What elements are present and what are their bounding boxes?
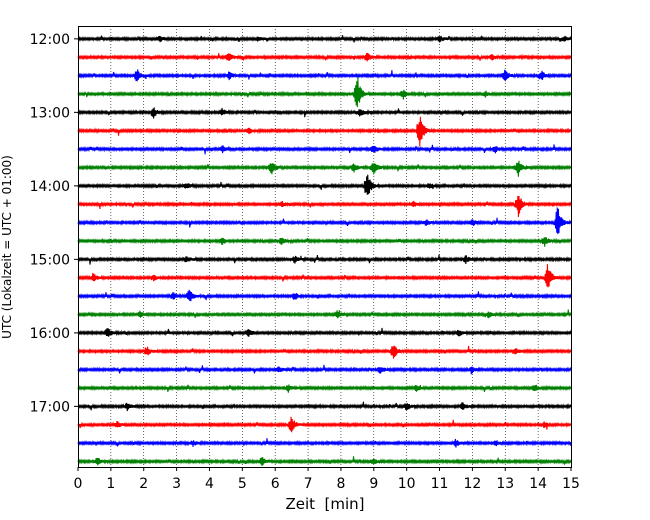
y-axis-label: UTC (Lokalzeit = UTC + 01:00) <box>0 155 14 339</box>
trace-1230 <box>77 69 572 82</box>
trace-1200 <box>77 35 572 43</box>
x-tick-label: 9 <box>369 476 378 492</box>
trace-1745 <box>77 456 572 467</box>
y-tick-label: 17:00 <box>30 399 70 415</box>
x-tick-label: 11 <box>431 476 449 492</box>
x-tick-label: 13 <box>496 476 514 492</box>
trace-1315 <box>77 116 572 147</box>
x-tick-label: 7 <box>304 476 313 492</box>
trace-1245 <box>77 77 572 108</box>
x-tick-label: 14 <box>529 476 547 492</box>
x-tick-label: 5 <box>238 476 247 492</box>
trace-1730 <box>77 438 572 448</box>
y-tick-label: 13:00 <box>30 105 70 121</box>
trace-1400 <box>77 174 572 195</box>
x-tick-label: 1 <box>106 476 115 492</box>
trace-1530 <box>77 289 572 302</box>
x-tick-label: 6 <box>271 476 280 492</box>
trace-1545 <box>77 309 572 319</box>
y-tick-label: 12:00 <box>30 32 70 48</box>
trace-1215 <box>77 53 572 62</box>
trace-1700 <box>77 401 572 412</box>
trace-1615 <box>77 345 572 359</box>
x-axis-label: Zeit [min] <box>285 495 364 513</box>
y-axis: 12:00 13:00 14:00 15:00 16:00 17:00 <box>30 32 78 415</box>
trace-1330 <box>77 144 572 155</box>
trace-1430 <box>77 207 572 235</box>
x-tick-label: 10 <box>398 476 416 492</box>
x-axis: 0 1 2 3 4 5 6 7 8 9 10 11 12 13 14 15 <box>74 467 580 492</box>
trace-1515 <box>77 264 572 288</box>
trace-1500 <box>77 254 572 265</box>
traces-layer <box>77 35 572 467</box>
trace-1715 <box>77 416 572 433</box>
trace-1630 <box>77 364 572 375</box>
trace-1445 <box>77 237 572 247</box>
plot-frame <box>78 26 572 468</box>
trace-1415 <box>77 195 572 218</box>
trace-1600 <box>77 327 572 337</box>
x-tick-label: 8 <box>336 476 345 492</box>
y-tick-label: 15:00 <box>30 252 70 268</box>
x-tick-label: 15 <box>562 476 580 492</box>
trace-1345 <box>77 160 572 177</box>
trace-1300 <box>77 107 572 119</box>
x-tick-label: 2 <box>139 476 148 492</box>
y-tick-label: 16:00 <box>30 326 70 342</box>
x-tick-label: 4 <box>205 476 214 492</box>
x-tick-label: 0 <box>74 476 83 492</box>
trace-1645 <box>77 384 572 393</box>
y-tick-label: 14:00 <box>30 179 70 195</box>
x-tick-label: 3 <box>172 476 181 492</box>
x-tick-label: 12 <box>463 476 481 492</box>
